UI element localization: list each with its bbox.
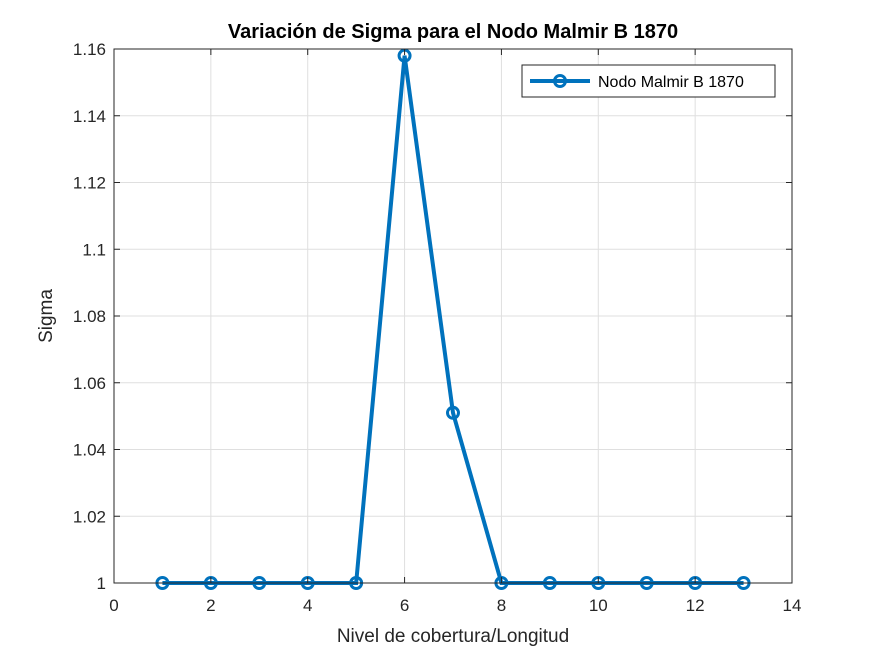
x-tick-label: 4 [303,596,312,615]
x-tick-label: 8 [497,596,506,615]
y-tick-label: 1.02 [73,507,106,526]
y-tick-label: 1.14 [73,107,106,126]
y-tick-label: 1.08 [73,307,106,326]
y-axis-tick-labels: 1 1.02 1.04 1.06 1.08 1.1 1.12 1.14 1.16 [73,40,106,593]
y-tick-label: 1 [97,574,106,593]
data-point-marker [446,405,460,420]
y-tick-label: 1.16 [73,40,106,59]
x-tick-label: 14 [783,596,802,615]
legend: Nodo Malmir B 1870 [521,64,776,98]
x-tick-label: 0 [109,596,118,615]
x-tick-label: 2 [206,596,215,615]
y-axis-label: Sigma [36,289,57,343]
x-tick-label: 12 [686,596,705,615]
legend-marker-sample [553,74,567,88]
x-axis-label: Nivel de cobertura/Longitud [337,626,569,647]
y-axis-ticks [114,48,792,584]
y-tick-label: 1.04 [73,441,106,460]
y-tick-label: 1.06 [73,374,106,393]
x-axis-tick-labels: 0 2 4 6 8 10 12 14 [109,596,801,615]
y-tick-label: 1.1 [82,240,106,259]
chart-title: Variación de Sigma para el Nodo Malmir B… [228,21,678,43]
x-tick-label: 6 [400,596,409,615]
legend-label: Nodo Malmir B 1870 [598,74,744,91]
y-tick-label: 1.12 [73,174,106,193]
x-axis-ticks [113,49,793,583]
x-tick-label: 10 [589,596,608,615]
